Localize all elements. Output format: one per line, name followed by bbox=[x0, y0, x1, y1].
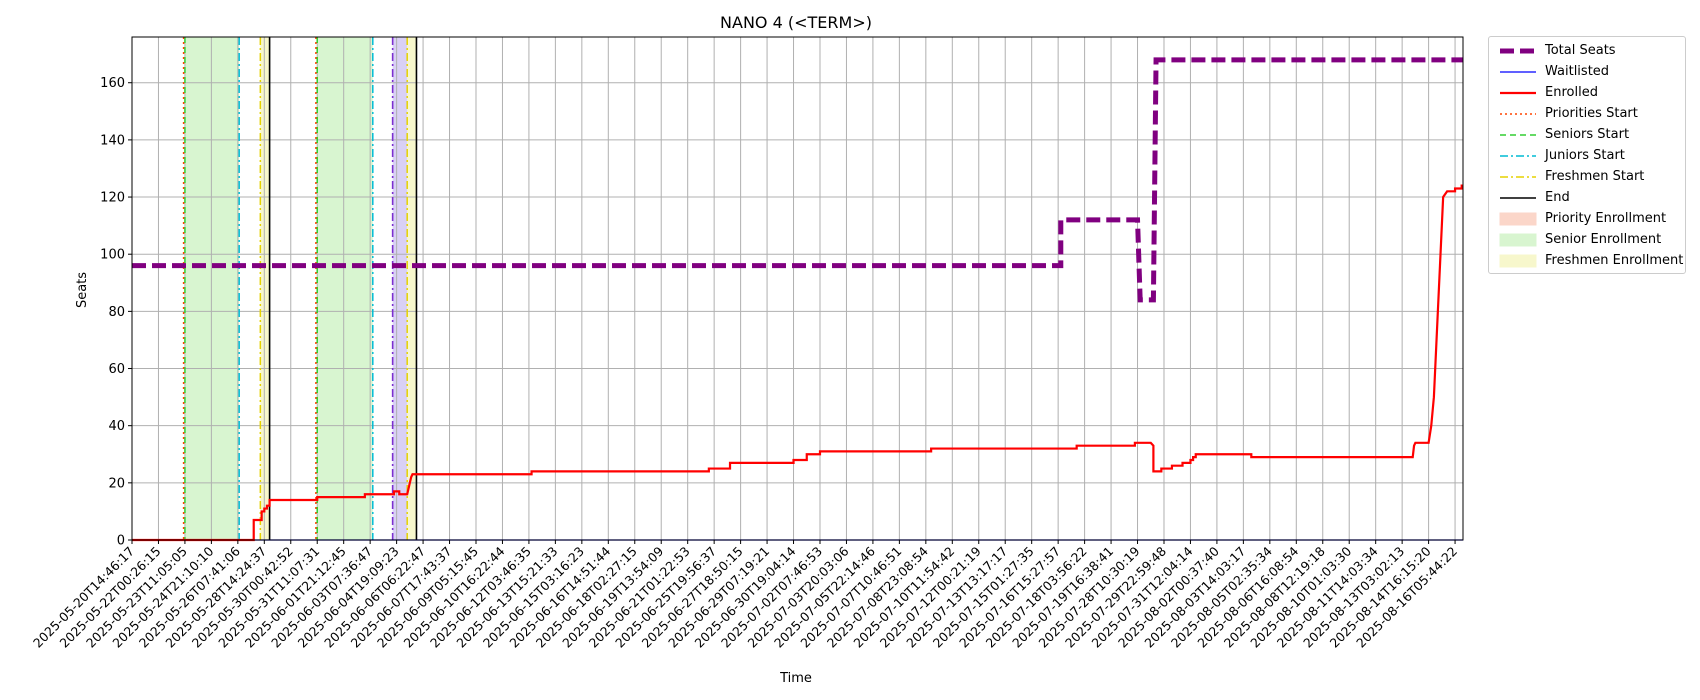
x-axis-label: Time bbox=[779, 671, 812, 686]
legend-label: End bbox=[1545, 189, 1570, 205]
series-line-2 bbox=[132, 184, 1463, 542]
y-tick-label-2: 40 bbox=[108, 419, 125, 434]
series-line-0 bbox=[132, 57, 1463, 303]
legend-label: Freshmen Start bbox=[1545, 168, 1645, 184]
legend-swatch bbox=[1499, 85, 1537, 99]
legend-label: Priorities Start bbox=[1545, 105, 1638, 121]
legend-swatch bbox=[1499, 190, 1537, 204]
chart-title: NANO 4 (<TERM>) bbox=[720, 13, 872, 32]
plot-frame bbox=[131, 36, 1464, 541]
legend-item: Senior Enrollment bbox=[1499, 230, 1661, 248]
y-tick-label-1: 20 bbox=[108, 476, 125, 491]
chart-legend: Total Seats Waitlisted Enrolled Priorities … bbox=[1488, 36, 1686, 274]
legend-label: Juniors Start bbox=[1545, 147, 1625, 163]
legend-swatch bbox=[1499, 106, 1537, 120]
shaded-region-3-0 bbox=[392, 37, 408, 540]
legend-label: Senior Enrollment bbox=[1545, 231, 1662, 247]
legend-item: Priority Enrollment bbox=[1499, 209, 1666, 227]
y-tick-label-6: 120 bbox=[100, 191, 125, 206]
legend-item: Total Seats bbox=[1499, 41, 1616, 59]
legend-swatch bbox=[1499, 127, 1537, 141]
y-tick-label-0: 0 bbox=[117, 534, 125, 549]
legend-swatch bbox=[1499, 43, 1537, 57]
y-tick-label-8: 160 bbox=[100, 76, 125, 91]
legend-item: Seniors Start bbox=[1499, 125, 1629, 143]
legend-swatch bbox=[1499, 169, 1537, 183]
legend-label: Seniors Start bbox=[1545, 126, 1630, 142]
legend-item: Waitlisted bbox=[1499, 62, 1609, 80]
legend-item: Freshmen Start bbox=[1499, 167, 1644, 185]
legend-item: Enrolled bbox=[1499, 83, 1598, 101]
legend-swatch bbox=[1499, 211, 1537, 226]
legend-label: Total Seats bbox=[1545, 42, 1616, 58]
legend-item: End bbox=[1499, 188, 1570, 206]
y-tick-label-7: 140 bbox=[100, 133, 125, 148]
legend-item: Priorities Start bbox=[1499, 104, 1638, 122]
legend-label: Freshmen Enrollment bbox=[1545, 252, 1684, 268]
shaded-region-1-1 bbox=[317, 37, 373, 540]
legend-label: Priority Enrollment bbox=[1545, 210, 1667, 226]
y-tick-label-4: 80 bbox=[108, 305, 125, 320]
legend-swatch bbox=[1499, 64, 1537, 78]
legend-item: Freshmen Enrollment bbox=[1499, 251, 1683, 269]
legend-label: Enrolled bbox=[1545, 84, 1598, 100]
y-tick-label-5: 100 bbox=[100, 248, 125, 263]
legend-swatch bbox=[1499, 232, 1537, 247]
legend-swatch bbox=[1499, 148, 1537, 162]
shaded-region-2-1 bbox=[407, 37, 417, 540]
y-axis-label: Seats bbox=[75, 272, 90, 308]
shaded-region-1-0 bbox=[184, 37, 240, 540]
legend-label: Waitlisted bbox=[1545, 63, 1610, 79]
legend-swatch bbox=[1499, 253, 1537, 268]
legend-item: Juniors Start bbox=[1499, 146, 1625, 164]
shaded-region-2-0 bbox=[260, 37, 270, 540]
y-tick-label-3: 60 bbox=[108, 362, 125, 377]
